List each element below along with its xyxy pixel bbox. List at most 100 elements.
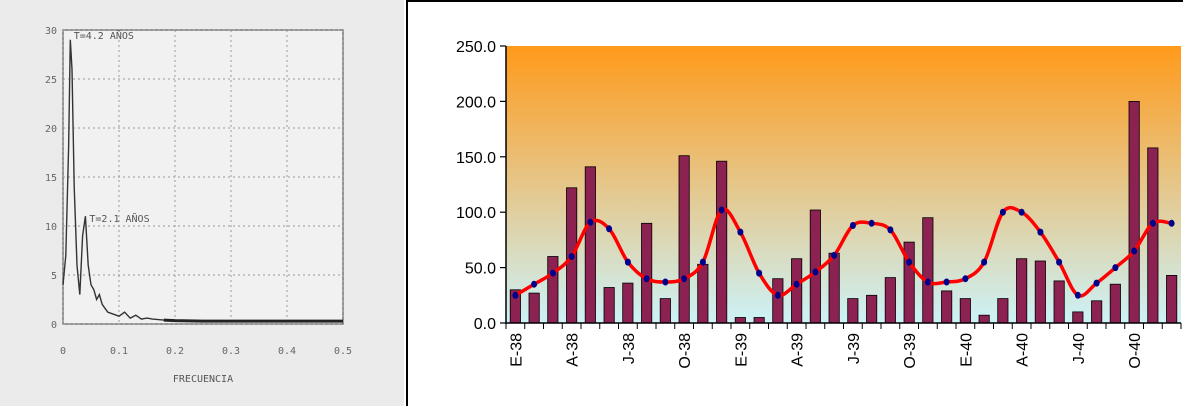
monthly-bar — [922, 217, 934, 324]
monthly-y-tick-label: 200.0 — [456, 94, 496, 111]
monthly-bar — [959, 298, 971, 324]
monthly-marker — [849, 222, 856, 229]
monthly-marker — [1112, 264, 1119, 272]
monthly-marker — [924, 278, 931, 286]
spectrum-panel: 0 5 10 15 20 25 30 0 0.1 0.2 0.3 0.4 0.5 FRECUENCIA T=… — [0, 0, 404, 406]
monthly-chart: 0.0 50.0 100.0 150.0 200.0 250.0 E-38 A-38 J-38 O… — [456, 39, 1182, 369]
monthly-marker — [887, 226, 894, 234]
monthly-bar — [978, 314, 990, 324]
spectrum-x-tick-label: 0.1 — [110, 346, 128, 357]
monthly-marker — [943, 278, 950, 286]
monthly-marker — [962, 275, 969, 283]
monthly-marker — [1056, 258, 1063, 266]
spectrum-x-tick-label: 0.2 — [166, 346, 184, 357]
monthly-x-tick-label: O-40 — [1127, 333, 1144, 369]
monthly-marker — [1074, 291, 1081, 299]
monthly-marker — [906, 258, 913, 266]
monthly-bar — [584, 166, 596, 324]
spectrum-y-tick-label: 5 — [51, 271, 57, 282]
monthly-marker — [756, 269, 763, 277]
monthly-marker — [549, 269, 556, 277]
monthly-x-tick-label: E-38 — [508, 333, 525, 367]
spectrum-x-tick-label: 0.4 — [278, 346, 296, 357]
monthly-bar — [753, 317, 765, 324]
monthly-x-tick-label: O-39 — [902, 333, 919, 369]
monthly-marker — [718, 206, 725, 214]
monthly-marker — [1149, 219, 1156, 227]
monthly-bar — [866, 294, 878, 324]
monthly-bar — [772, 278, 784, 324]
monthly-marker — [981, 258, 988, 266]
monthly-bar — [1109, 283, 1121, 324]
monthly-bar — [1147, 147, 1159, 324]
monthly-marker — [531, 280, 538, 288]
monthly-x-tick-label: O-38 — [677, 333, 694, 369]
spectrum-x-tick-label: 0.3 — [222, 346, 240, 357]
monthly-bar — [1034, 260, 1046, 324]
monthly-y-tick-label: 150.0 — [456, 150, 496, 167]
monthly-bar — [847, 298, 859, 324]
spectrum-y-tick-label: 0 — [51, 320, 57, 331]
spectrum-y-tick-label: 10 — [45, 222, 57, 233]
monthly-marker — [1131, 247, 1138, 255]
monthly-chart-panel: 0.0 50.0 100.0 150.0 200.0 250.0 E-38 A-38 J-38 O… — [406, 0, 1183, 406]
monthly-bar — [659, 298, 671, 324]
spectrum-y-tick-label: 20 — [45, 124, 57, 135]
monthly-x-tick-label: A-40 — [1015, 333, 1032, 367]
monthly-plot-area — [506, 46, 1181, 323]
monthly-x-tick-label: J-40 — [1071, 333, 1088, 364]
monthly-bar — [809, 209, 821, 324]
monthly-bar — [697, 263, 709, 324]
monthly-x-tick-label: E-40 — [958, 333, 975, 367]
monthly-bar — [1072, 311, 1084, 324]
monthly-bar — [997, 298, 1009, 324]
monthly-bar — [641, 222, 653, 324]
monthly-marker — [774, 291, 781, 299]
monthly-bar — [791, 258, 803, 324]
monthly-marker — [699, 258, 706, 266]
monthly-marker — [812, 268, 819, 276]
spectrum-y-tick-label: 25 — [45, 75, 57, 86]
monthly-y-tick-label: 50.0 — [465, 261, 496, 278]
spectrum-noise-floor — [163, 318, 343, 323]
monthly-x-tick-label: E-39 — [733, 333, 750, 367]
monthly-bars — [509, 101, 1178, 324]
spectrum-annotation: T=2.1 AÑOS — [89, 212, 149, 225]
spectrum-grid — [62, 29, 344, 325]
monthly-bar — [716, 160, 728, 324]
monthly-marker — [1037, 228, 1044, 236]
monthly-marker — [831, 251, 838, 259]
spectrum-y-tick-label: 30 — [45, 26, 57, 37]
monthly-bar — [622, 282, 634, 324]
monthly-bar — [528, 292, 540, 324]
monthly-bar — [828, 252, 840, 324]
monthly-bar — [941, 290, 953, 324]
spectrum-x-tick-label: 0.5 — [334, 346, 352, 357]
monthly-x-tick-label: A-39 — [790, 333, 807, 367]
monthly-markers — [512, 206, 1175, 299]
monthly-y-tick-label: 0.0 — [474, 316, 496, 333]
monthly-marker — [624, 258, 631, 266]
monthly-y-tick-label: 100.0 — [456, 205, 496, 222]
monthly-marker — [1018, 208, 1025, 216]
monthly-marker — [793, 280, 800, 288]
monthly-marker — [1093, 279, 1100, 287]
monthly-marker — [606, 225, 613, 233]
monthly-marker — [662, 278, 669, 286]
monthly-marker — [737, 228, 744, 236]
monthly-marker — [643, 275, 650, 283]
monthly-x-tick-label: A-38 — [565, 333, 582, 367]
monthly-marker — [587, 218, 594, 226]
monthly-bar — [547, 256, 559, 324]
monthly-marker — [1168, 219, 1175, 227]
monthly-x-tick-label: J-39 — [846, 333, 863, 364]
monthly-bar — [1016, 258, 1028, 324]
monthly-marker — [681, 275, 688, 283]
monthly-marker — [512, 291, 519, 299]
monthly-bar — [734, 317, 746, 324]
monthly-marker — [568, 253, 575, 260]
spectrum-x-axis-label: FRECUENCIA — [173, 374, 233, 385]
monthly-marker — [868, 219, 875, 227]
monthly-bar — [1053, 280, 1065, 324]
monthly-y-tick-label: 250.0 — [456, 39, 496, 56]
